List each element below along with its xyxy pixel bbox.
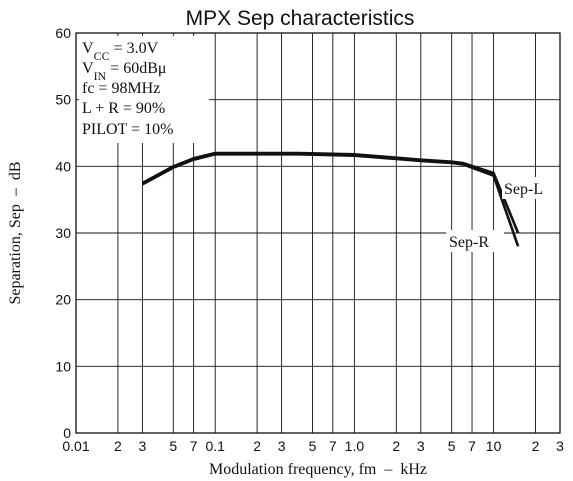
x-tick-label: 2	[392, 438, 400, 454]
conditions-box	[79, 36, 209, 143]
y-tick-label: 30	[55, 225, 71, 241]
y-tick-label: 10	[55, 358, 71, 374]
y-axis-label: Separation, Sep – dB	[7, 161, 24, 304]
x-tick-label: 3	[556, 438, 564, 454]
series-layer	[141, 151, 520, 247]
x-tick-label: 5	[309, 438, 317, 454]
x-tick-labels: 0.01 2 3 5 7 0.1 2 3 5 7 1.0 2 3 5 7 10 2 3	[62, 438, 564, 454]
series-label-sep-r: Sep-R	[449, 234, 489, 251]
x-tick-label: 2	[114, 438, 122, 454]
x-tick-label: 5	[448, 438, 456, 454]
series-line-sep-r	[141, 153, 520, 247]
sep-r-label-bg	[446, 230, 504, 252]
x-tick-label: 3	[417, 438, 425, 454]
condition-pilot: PILOT = 10%	[82, 121, 173, 138]
conditions-block: VCC = 3.0V VIN = 60dBμ fc = 98MHz L + R …	[82, 40, 173, 138]
x-tick-label: 7	[468, 438, 476, 454]
x-tick-label: 7	[329, 438, 337, 454]
condition-fc: fc = 98MHz	[82, 80, 160, 97]
condition-vcc: VCC = 3.0V	[82, 40, 159, 63]
condition-lr: L + R = 90%	[82, 100, 165, 117]
x-tick-label: 2	[532, 438, 540, 454]
x-tick-label: 2	[253, 438, 261, 454]
series-label-sep-l: Sep-L	[504, 181, 543, 198]
x-tick-label: 0.01	[62, 438, 89, 454]
x-tick-label: 5	[169, 438, 177, 454]
y-tick-label: 60	[55, 25, 71, 41]
x-tick-label: 1.0	[345, 438, 365, 454]
x-tick-label: 7	[190, 438, 198, 454]
y-tick-label: 40	[55, 158, 71, 174]
y-tick-label: 20	[55, 292, 71, 308]
plot-frame	[75, 32, 561, 434]
x-tick-label: 3	[139, 438, 147, 454]
x-tick-label: 10	[486, 438, 502, 454]
chart-title: MPX Sep characteristics	[186, 7, 415, 30]
x-tick-label: 0.1	[205, 438, 225, 454]
y-tick-label: 50	[55, 92, 71, 108]
condition-vin: VIN = 60dBμ	[82, 60, 167, 83]
x-axis-label: Modulation frequency, fm – kHz	[209, 461, 427, 478]
y-tick-label: 0	[63, 425, 71, 441]
y-tick-labels: 0 10 20 30 40 50 60	[55, 25, 71, 441]
sep-l-label-bg	[502, 177, 557, 199]
x-tick-label: 3	[278, 438, 286, 454]
